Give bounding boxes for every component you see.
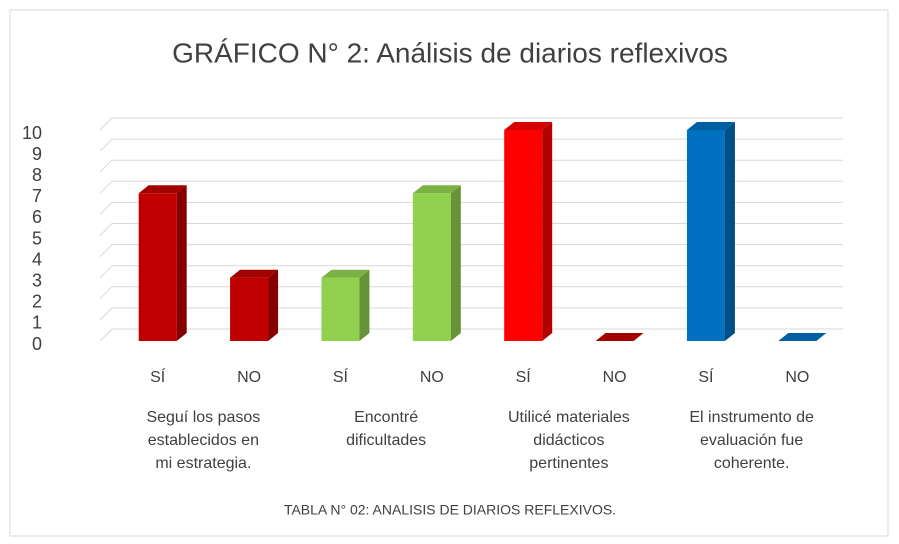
grid-line: [99, 201, 843, 215]
x-tick-label: NO: [237, 369, 261, 386]
bar-side: [450, 185, 461, 341]
bar-front: [138, 193, 177, 341]
y-tick-label: 4: [32, 249, 42, 269]
bar: [412, 185, 461, 341]
y-tick-label: 2: [32, 292, 42, 312]
x-tick-label: SÍ: [150, 367, 166, 386]
group-label: Encontré: [354, 409, 418, 426]
chart-title: GRÁFICO N° 2: Análisis de diarios reflex…: [172, 37, 728, 68]
y-tick-label: 6: [32, 207, 42, 227]
bar-side: [268, 269, 279, 341]
group-label: establecidos en: [148, 432, 259, 449]
y-tick-label: 5: [32, 228, 42, 248]
bar-front: [321, 277, 360, 341]
bar: [595, 333, 644, 341]
y-tick-label: 3: [32, 270, 42, 290]
y-tick-label: 1: [32, 313, 42, 333]
bar-front: [412, 193, 451, 341]
bar: [230, 269, 279, 341]
bar-top: [230, 269, 279, 278]
bar-top: [321, 269, 370, 278]
bar-side: [542, 122, 553, 341]
x-tick-label: NO: [420, 369, 444, 386]
bar-top: [686, 122, 735, 130]
grid-line: [99, 223, 843, 236]
bar-front: [504, 130, 543, 341]
bar-side: [724, 122, 735, 341]
x-tick-label: SÍ: [333, 367, 349, 386]
bar-side: [176, 185, 187, 341]
bar-front: [230, 277, 269, 341]
y-tick-label: 8: [32, 165, 42, 185]
bar: [138, 185, 187, 341]
bar-side: [359, 269, 370, 341]
group-label: dificultades: [346, 432, 426, 449]
group-label: El instrumento de: [689, 409, 814, 426]
grid-line: [99, 286, 843, 300]
y-tick-label: 7: [32, 186, 42, 206]
bar: [686, 122, 735, 341]
group-label: coherente.: [714, 455, 790, 472]
bar-top: [595, 333, 644, 341]
caption: TABLA N° 02: ANALISIS DE DIARIOS REFLEXI…: [284, 502, 616, 518]
bar-top: [412, 185, 461, 194]
grid-line: [99, 159, 843, 173]
group-label: Seguí los pasos: [146, 409, 260, 426]
grid-line: [99, 117, 843, 131]
bar-top: [504, 122, 553, 130]
bar: [778, 333, 827, 341]
grid-line: [99, 328, 843, 342]
grid-line: [99, 180, 843, 194]
grid-line: [99, 138, 843, 152]
x-tick-label: SÍ: [698, 367, 714, 386]
group-label: mi estrategia.: [155, 455, 251, 472]
y-tick-label: 10: [22, 123, 42, 143]
group-label: evaluación fue: [700, 432, 803, 449]
grid-line: [99, 244, 843, 257]
bar-top: [778, 333, 827, 341]
grid-line: [99, 307, 843, 321]
group-label: Utilicé materiales: [508, 409, 630, 426]
bar: [321, 269, 370, 341]
x-tick-label: NO: [603, 369, 627, 386]
x-tick-label: NO: [785, 369, 809, 386]
bar-front: [686, 130, 725, 341]
bar-top: [138, 185, 187, 194]
y-tick-label: 9: [32, 144, 42, 164]
group-label: didácticos: [533, 432, 604, 449]
y-tick-label: 0: [32, 334, 42, 354]
grid-line: [99, 265, 843, 279]
bar: [504, 122, 553, 341]
group-label: pertinentes: [529, 455, 608, 472]
x-tick-label: SÍ: [516, 367, 532, 386]
